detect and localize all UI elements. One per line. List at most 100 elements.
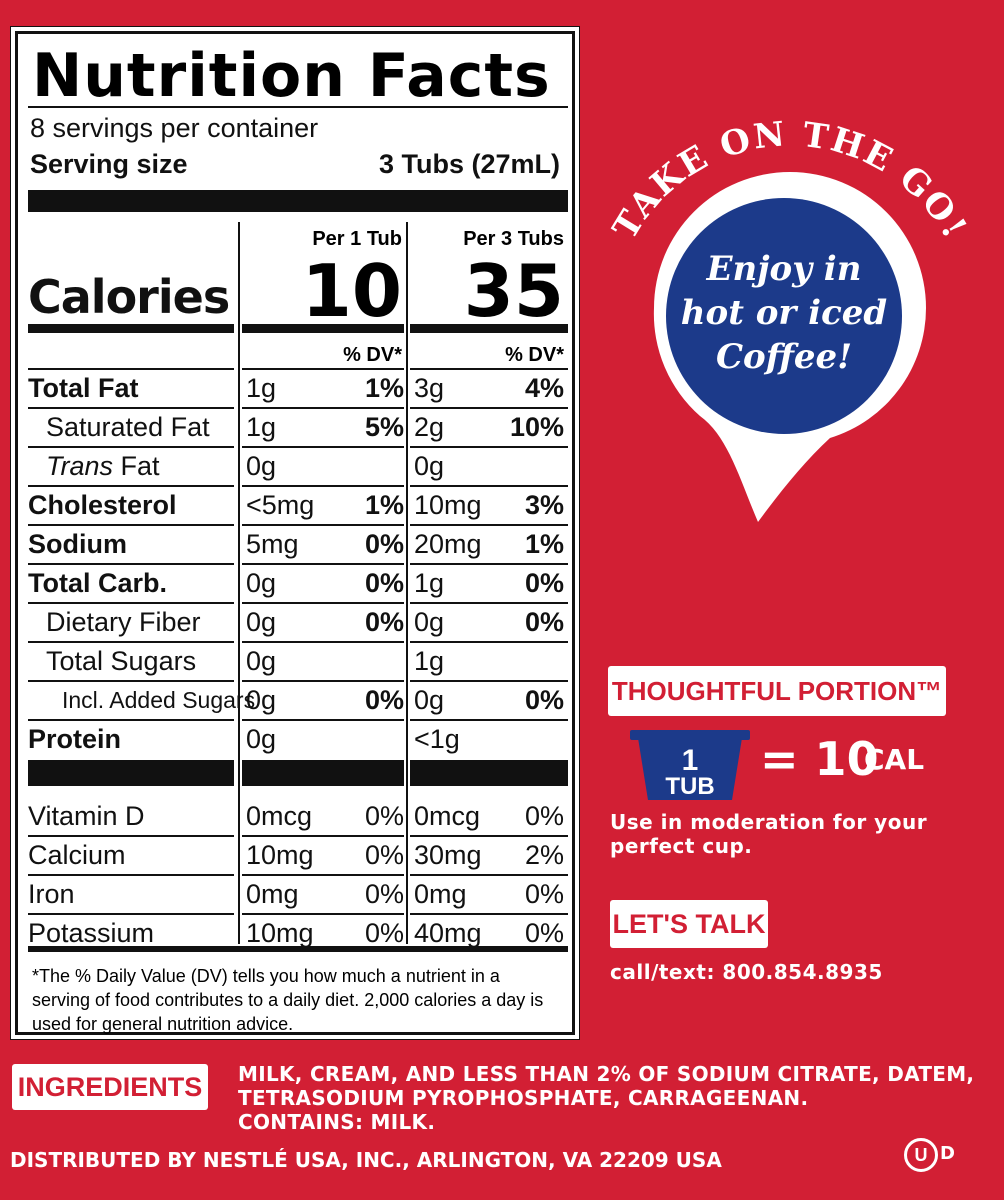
bubble-line: hot or iced <box>681 293 888 333</box>
vitamin-label: Iron <box>28 879 75 909</box>
serving-size-label: Serving size <box>30 149 188 179</box>
bubble-line: Coffee! <box>716 337 852 377</box>
row-divider <box>242 913 404 915</box>
per-1-tub-amount: 0g <box>246 607 277 637</box>
row-divider <box>410 602 568 604</box>
row-divider <box>242 719 404 721</box>
per-1-tub-amount: 0g <box>246 451 277 481</box>
per-1-tub-amount: 0mg <box>246 879 299 909</box>
servings-per-container: 8 servings per container <box>30 113 319 143</box>
nutrient-label: Total Fat <box>28 373 139 403</box>
row-divider <box>242 874 404 876</box>
row-divider <box>28 524 234 526</box>
column-header-per-1-tub: Per 1 Tub <box>312 228 402 250</box>
per-3-tubs-dv: 0% <box>524 801 564 831</box>
nutrient-label: Total Sugars <box>46 646 197 676</box>
nutrient-label: Total Carb. <box>28 568 168 598</box>
divider <box>28 106 568 108</box>
per-3-tubs-amount: 1g <box>414 646 445 676</box>
row-divider <box>410 835 568 837</box>
row-divider <box>242 446 404 448</box>
row-divider <box>242 485 404 487</box>
per-3-tubs-amount: 30mg <box>414 840 482 870</box>
row-divider <box>410 407 568 409</box>
per-3-tubs-amount: 0g <box>414 451 445 481</box>
cal-unit: CAL <box>864 743 925 776</box>
per-3-tubs-amount: 1g <box>414 568 445 598</box>
nutrient-label: Saturated Fat <box>46 412 210 442</box>
vitamin-label: Calcium <box>28 840 126 870</box>
per-3-tubs-amount: 2g <box>414 412 445 442</box>
tub-icon: 1 TUB <box>630 730 750 800</box>
row-divider <box>28 407 234 409</box>
per-3-tubs-amount: 0mg <box>414 879 467 909</box>
per-3-tubs-dv: 0% <box>524 685 564 715</box>
tub-number: 1 <box>682 744 699 777</box>
per-3-tubs-amount: 0g <box>414 607 445 637</box>
per-1-tub-amount: 5mg <box>246 529 299 559</box>
nutrition-facts-border: Nutrition Facts 8 servings per container… <box>15 31 575 1035</box>
kosher-dairy-mark: D <box>940 1143 955 1164</box>
per-1-tub-dv: 0% <box>364 879 404 909</box>
per-3-tubs-amount: 0mcg <box>414 801 481 831</box>
per-3-tubs-dv: 4% <box>524 373 564 403</box>
row-divider <box>28 719 234 721</box>
per-1-tub-amount: 0g <box>246 568 277 598</box>
per-1-tub-dv: 0% <box>364 529 404 559</box>
row-divider <box>242 641 404 643</box>
row-divider <box>410 563 568 565</box>
contains-allergen: CONTAINS: MILK. <box>238 1110 436 1134</box>
nutrition-facts-title: Nutrition Facts <box>32 41 551 111</box>
nutrient-label: Sodium <box>28 529 127 559</box>
ingredients-line-2: TETRASODIUM PYROPHOSPHATE, CARRAGEENAN. <box>238 1086 809 1110</box>
nutrient-label: Dietary Fiber <box>46 607 201 637</box>
per-3-tubs-amount: 3g <box>414 373 445 403</box>
row-divider <box>28 446 234 448</box>
calories-per-3-tubs: 35 <box>463 249 564 333</box>
nutrient-label: Trans Fat <box>46 451 160 481</box>
row-divider <box>410 641 568 643</box>
per-3-tubs-amount: <1g <box>414 724 460 754</box>
per-3-tubs-dv: 0% <box>524 568 564 598</box>
row-divider <box>410 446 568 448</box>
contact-phone: call/text: 800.854.8935 <box>610 960 883 984</box>
per-3-tubs-dv: 10% <box>509 412 564 442</box>
vitamin-label: Potassium <box>28 918 155 948</box>
dv-header: % DV* <box>505 344 564 366</box>
row-divider <box>410 485 568 487</box>
per-1-tub-amount: <5mg <box>246 490 315 520</box>
distributor-line: DISTRIBUTED BY NESTLÉ USA, INC., ARLINGT… <box>10 1148 722 1172</box>
row-divider <box>410 874 568 876</box>
per-3-tubs-amount: 0g <box>414 685 445 715</box>
per-1-tub-dv: 0% <box>364 801 404 831</box>
row-divider <box>28 680 234 682</box>
per-3-tubs-dv: 0% <box>524 879 564 909</box>
row-divider <box>242 835 404 837</box>
row-divider <box>410 913 568 915</box>
per-3-tubs-dv: 0% <box>524 918 564 948</box>
per-3-tubs-amount: 10mg <box>414 490 482 520</box>
per-3-tubs-dv: 3% <box>524 490 564 520</box>
per-1-tub-dv: 0% <box>364 840 404 870</box>
per-1-tub-amount: 1g <box>246 373 277 403</box>
medium-divider <box>28 324 234 333</box>
per-1-tub-amount: 0g <box>246 646 277 676</box>
row-divider <box>28 913 234 915</box>
per-1-tub-dv: 1% <box>364 490 404 520</box>
medium-divider <box>410 324 568 333</box>
per-1-tub-dv: 0% <box>364 568 404 598</box>
thick-divider <box>28 190 568 212</box>
row-divider <box>410 524 568 526</box>
tub-word: TUB <box>665 773 714 800</box>
row-divider <box>28 835 234 837</box>
per-1-tub-dv: 0% <box>364 685 404 715</box>
nutrient-label: Incl. Added Sugars <box>62 687 256 713</box>
lets-talk-label: LET'S TALK <box>610 900 768 948</box>
medium-divider <box>28 946 568 952</box>
medium-divider <box>242 324 404 333</box>
calories-per-1-tub: 10 <box>301 249 402 333</box>
row-divider <box>410 368 568 370</box>
per-1-tub-dv: 5% <box>364 412 404 442</box>
nutrient-label: Protein <box>28 724 122 754</box>
per-1-tub-dv: 0% <box>364 918 404 948</box>
